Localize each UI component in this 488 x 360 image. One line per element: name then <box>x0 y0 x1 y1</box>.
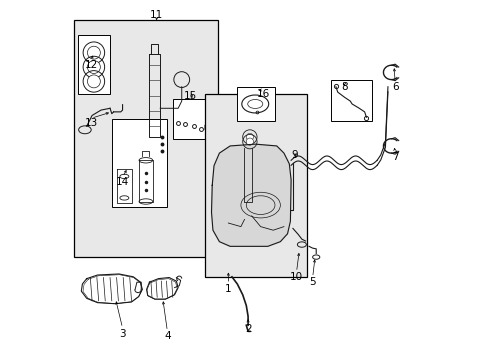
Bar <box>330 80 371 121</box>
Text: 2: 2 <box>244 324 251 334</box>
Circle shape <box>87 46 100 59</box>
Text: 14: 14 <box>116 177 129 187</box>
Bar <box>204 94 306 277</box>
Text: 3: 3 <box>119 329 125 339</box>
Bar <box>112 119 167 207</box>
Text: 8: 8 <box>341 82 347 92</box>
Circle shape <box>87 60 100 73</box>
Ellipse shape <box>139 199 152 204</box>
Circle shape <box>87 75 100 88</box>
Bar <box>172 99 215 139</box>
Text: 12: 12 <box>84 60 98 70</box>
Text: 7: 7 <box>391 152 398 162</box>
Text: 16: 16 <box>256 89 269 99</box>
Text: 15: 15 <box>183 91 197 101</box>
Bar <box>74 21 217 257</box>
Ellipse shape <box>139 158 152 163</box>
Bar <box>237 87 274 121</box>
Text: 9: 9 <box>291 150 297 160</box>
Text: 10: 10 <box>289 272 303 282</box>
Text: 5: 5 <box>309 277 315 287</box>
Text: 1: 1 <box>224 284 231 294</box>
Circle shape <box>246 138 253 145</box>
Text: 11: 11 <box>150 10 163 20</box>
Bar <box>78 35 110 94</box>
Text: 13: 13 <box>84 118 98 128</box>
Text: 4: 4 <box>164 331 170 341</box>
Polygon shape <box>211 144 290 246</box>
Text: 6: 6 <box>391 82 398 92</box>
Circle shape <box>246 134 253 140</box>
